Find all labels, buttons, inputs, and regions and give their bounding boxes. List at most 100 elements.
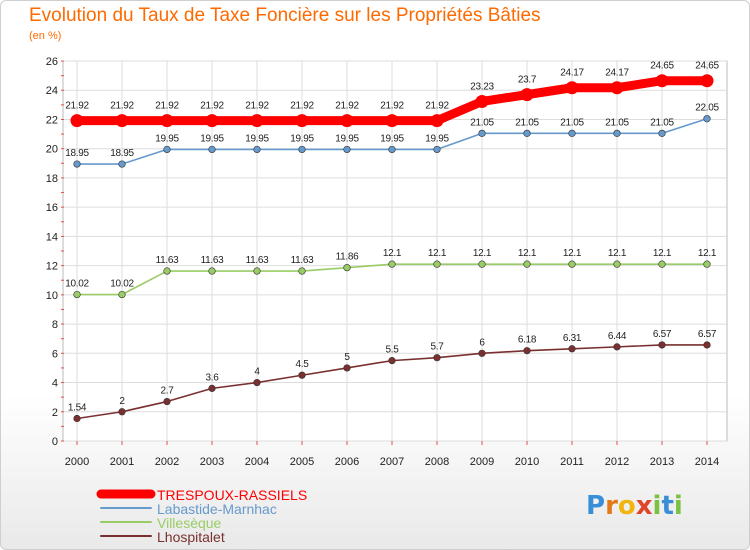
data-label: 21.92 [110, 101, 134, 112]
data-label: 12.1 [473, 248, 492, 259]
series-Lhospitalet [73, 341, 711, 423]
logo-letter: x [635, 491, 653, 521]
x-tick-label: 2000 [65, 456, 89, 468]
data-point [388, 260, 396, 268]
data-label: 21.92 [290, 101, 314, 112]
x-tick-label: 2010 [515, 456, 539, 468]
data-label: 6.44 [608, 331, 627, 342]
data-label: 19.95 [380, 133, 404, 144]
data-point [478, 129, 486, 137]
data-label: 6 [479, 337, 485, 348]
y-tick-label: 18 [46, 173, 58, 185]
data-label: 6.18 [518, 335, 537, 346]
data-label: 4.5 [295, 359, 309, 370]
data-point [208, 384, 216, 392]
data-label: 19.95 [155, 133, 179, 144]
data-label: 11.63 [201, 255, 225, 266]
data-label: 21.92 [245, 101, 269, 112]
y-tick-label: 22 [46, 114, 58, 126]
x-tick-label: 2001 [110, 456, 134, 468]
data-point [298, 371, 306, 379]
logo-letter: i [673, 491, 683, 521]
x-tick-label: 2003 [200, 456, 224, 468]
data-point [568, 129, 576, 137]
data-label: 24.17 [605, 68, 629, 79]
data-point [565, 81, 579, 95]
y-tick-label: 6 [52, 348, 58, 360]
series-Labastide-Marnhac [73, 115, 711, 168]
legend-label: Labastide-Marnhac [157, 501, 277, 517]
data-point [253, 145, 261, 154]
data-point [610, 81, 624, 95]
x-tick-label: 2009 [470, 456, 494, 468]
data-label: 12.1 [608, 248, 627, 259]
y-tick-label: 12 [46, 261, 58, 273]
data-label: 21.92 [425, 101, 449, 112]
data-label: 1.54 [68, 402, 87, 413]
data-point [118, 160, 126, 168]
data-point [340, 114, 354, 128]
data-point [250, 114, 264, 128]
data-point [115, 114, 129, 128]
data-label: 6.57 [653, 329, 672, 340]
data-label: 24.65 [650, 61, 674, 72]
x-tick-label: 2002 [155, 456, 179, 468]
data-label: 19.95 [245, 133, 269, 144]
x-tick-label: 2012 [605, 456, 629, 468]
logo-letter: r [605, 491, 618, 521]
data-label: 11.63 [291, 255, 315, 266]
data-point [253, 378, 261, 387]
data-point [703, 341, 711, 349]
data-label: 12.1 [563, 248, 582, 259]
data-label: 12.1 [383, 248, 402, 259]
data-label: 21.92 [335, 101, 359, 112]
data-point [433, 260, 441, 268]
data-point [163, 267, 171, 275]
data-point [703, 260, 711, 268]
data-label: 18.95 [110, 148, 134, 159]
y-tick-label: 20 [46, 144, 58, 156]
x-tick-label: 2006 [335, 456, 359, 468]
x-tick-label: 2004 [245, 456, 269, 468]
legend-label: Lhospitalet [157, 529, 225, 545]
data-label: 11.86 [336, 252, 360, 263]
y-tick-label: 8 [52, 319, 58, 331]
data-label: 11.63 [246, 255, 270, 266]
data-point [658, 129, 666, 137]
y-tick-label: 10 [46, 290, 58, 302]
y-tick-label: 14 [46, 231, 58, 243]
y-tick-label: 26 [46, 56, 58, 68]
data-label: 4 [254, 367, 260, 378]
data-label: 19.95 [200, 133, 224, 144]
data-point [700, 74, 714, 88]
data-label: 21.92 [380, 101, 404, 112]
data-label: 21.92 [65, 101, 89, 112]
data-point [655, 74, 669, 88]
data-point [253, 267, 261, 275]
data-label: 12.1 [428, 248, 447, 259]
proxiti-logo: Proxiti [586, 491, 683, 521]
data-point [523, 129, 531, 137]
data-point [118, 408, 126, 416]
data-point [298, 145, 306, 154]
y-tick-label: 4 [52, 378, 58, 390]
data-label: 19.95 [335, 133, 359, 144]
data-label: 21.05 [515, 117, 539, 128]
data-point [520, 88, 534, 102]
data-label: 6.57 [698, 329, 717, 340]
unit-label: (en %) [29, 30, 62, 42]
series-Villesèque [73, 260, 711, 299]
data-point [73, 290, 81, 299]
data-point [658, 341, 666, 349]
y-tick-label: 0 [52, 436, 58, 448]
data-point [73, 414, 81, 423]
data-point [523, 347, 531, 355]
x-tick-label: 2011 [560, 456, 584, 468]
data-point [343, 264, 351, 272]
logo-letter: t [661, 491, 674, 521]
data-label: 24.17 [560, 68, 584, 79]
data-label: 12.1 [653, 248, 672, 259]
data-label: 24.65 [695, 61, 719, 72]
